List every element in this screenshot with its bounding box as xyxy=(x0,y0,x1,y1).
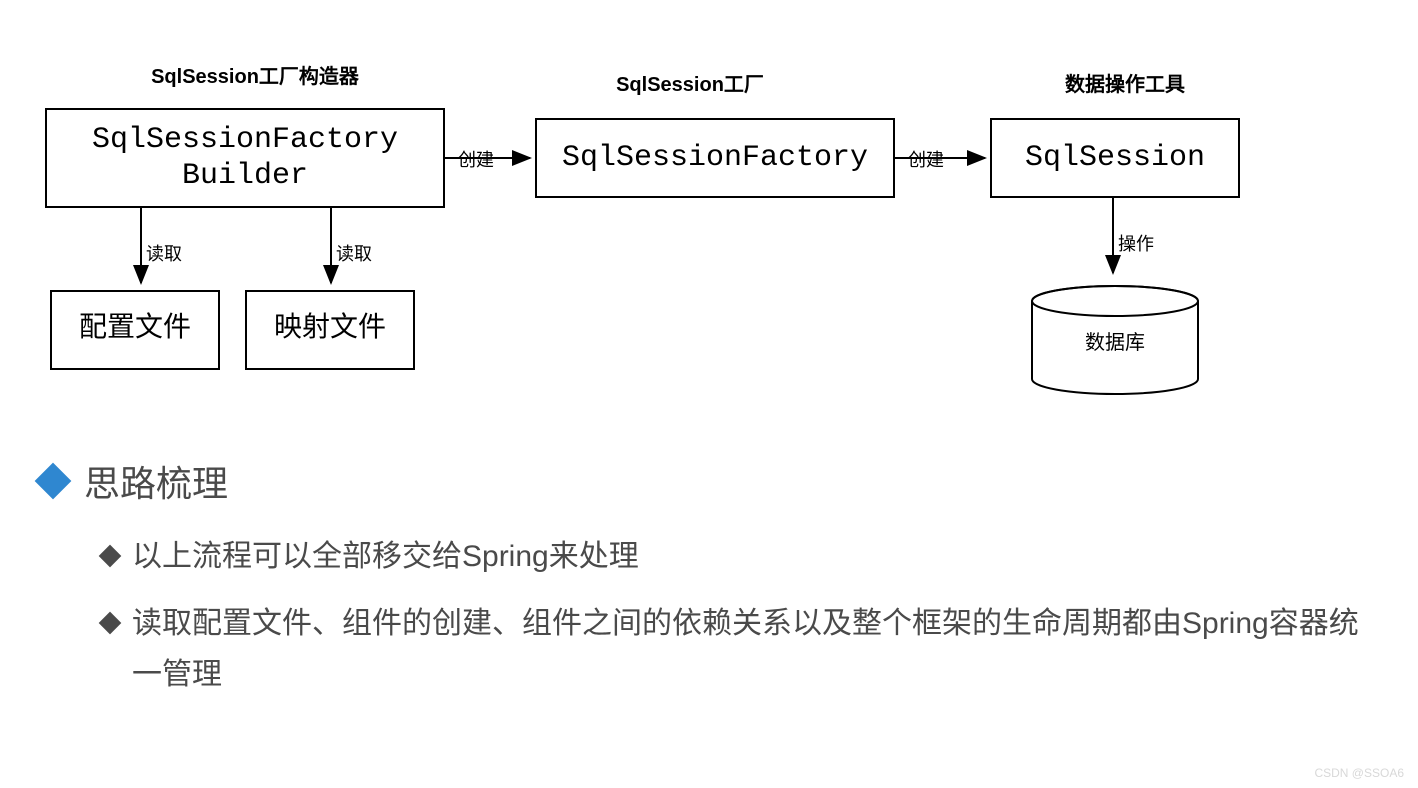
box-builder-line2: Builder xyxy=(92,158,398,194)
arrow-label-read1: 读取 xyxy=(146,240,182,266)
bullet-item: 以上流程可以全部移交给Spring来处理 xyxy=(102,531,1370,582)
bullet-diamond-icon xyxy=(99,545,122,568)
watermark: CSDN @SSOA6 xyxy=(1314,766,1404,780)
db-cylinder: 数据库 xyxy=(1030,285,1200,395)
content-section: 思路梳理 以上流程可以全部移交给Spring来处理 读取配置文件、组件的创建、组… xyxy=(40,455,1370,716)
bullet-item: 读取配置文件、组件的创建、组件之间的依赖关系以及整个框架的生命周期都由Sprin… xyxy=(102,598,1370,700)
arrow-label-create2: 创建 xyxy=(908,146,944,172)
box-config: 配置文件 xyxy=(50,290,220,370)
diamond-icon xyxy=(35,463,72,500)
bullet-text: 读取配置文件、组件的创建、组件之间的依赖关系以及整个框架的生命周期都由Sprin… xyxy=(132,598,1370,700)
box-mapper: 映射文件 xyxy=(245,290,415,370)
box-builder: SqlSessionFactory Builder xyxy=(45,108,445,208)
arrow-label-operate: 操作 xyxy=(1118,230,1154,256)
label-builder-title: SqlSession工厂构造器 xyxy=(120,60,390,89)
label-factory-title: SqlSession工厂 xyxy=(600,68,780,97)
heading-text: 思路梳理 xyxy=(84,455,228,507)
heading: 思路梳理 xyxy=(40,455,1370,507)
box-builder-line1: SqlSessionFactory xyxy=(92,122,398,158)
box-session: SqlSession xyxy=(990,118,1240,198)
flow-diagram: SqlSession工厂构造器 SqlSession工厂 数据操作工具 SqlS… xyxy=(30,60,1390,420)
db-label: 数据库 xyxy=(1085,326,1145,355)
bullet-text: 以上流程可以全部移交给Spring来处理 xyxy=(132,531,1370,582)
bullet-diamond-icon xyxy=(99,612,122,635)
label-session-title: 数据操作工具 xyxy=(1040,68,1210,97)
arrow-label-create1: 创建 xyxy=(458,146,494,172)
box-factory: SqlSessionFactory xyxy=(535,118,895,198)
bullet-list: 以上流程可以全部移交给Spring来处理 读取配置文件、组件的创建、组件之间的依… xyxy=(102,531,1370,700)
arrow-label-read2: 读取 xyxy=(336,240,372,266)
